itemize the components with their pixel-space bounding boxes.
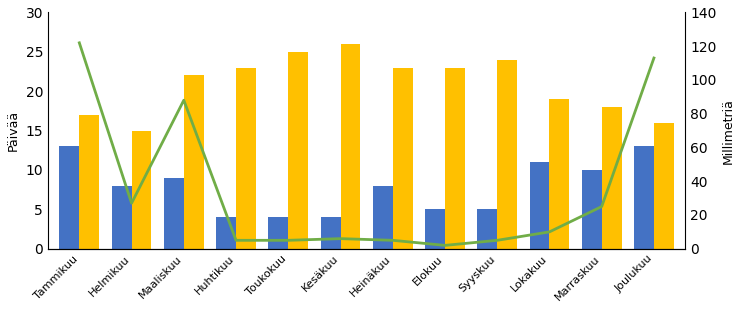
Y-axis label: Päivää: Päivää bbox=[7, 110, 20, 151]
Bar bbox=[216, 217, 236, 249]
Bar bbox=[477, 210, 497, 249]
Bar bbox=[497, 60, 517, 249]
Bar bbox=[79, 115, 99, 249]
Bar bbox=[654, 123, 674, 249]
Y-axis label: Millimetriä: Millimetriä bbox=[722, 98, 735, 163]
Bar bbox=[549, 99, 569, 249]
Bar bbox=[341, 44, 361, 249]
Bar bbox=[269, 217, 289, 249]
Bar bbox=[321, 217, 341, 249]
Bar bbox=[131, 131, 151, 249]
Bar bbox=[59, 146, 79, 249]
Bar bbox=[445, 68, 464, 249]
Bar bbox=[634, 146, 654, 249]
Bar bbox=[184, 75, 203, 249]
Bar bbox=[425, 210, 445, 249]
Bar bbox=[112, 186, 131, 249]
Bar bbox=[236, 68, 256, 249]
Bar bbox=[530, 162, 549, 249]
Bar bbox=[289, 52, 308, 249]
Bar bbox=[582, 170, 602, 249]
Bar bbox=[602, 107, 622, 249]
Bar bbox=[393, 68, 413, 249]
Bar bbox=[373, 186, 393, 249]
Bar bbox=[164, 178, 184, 249]
